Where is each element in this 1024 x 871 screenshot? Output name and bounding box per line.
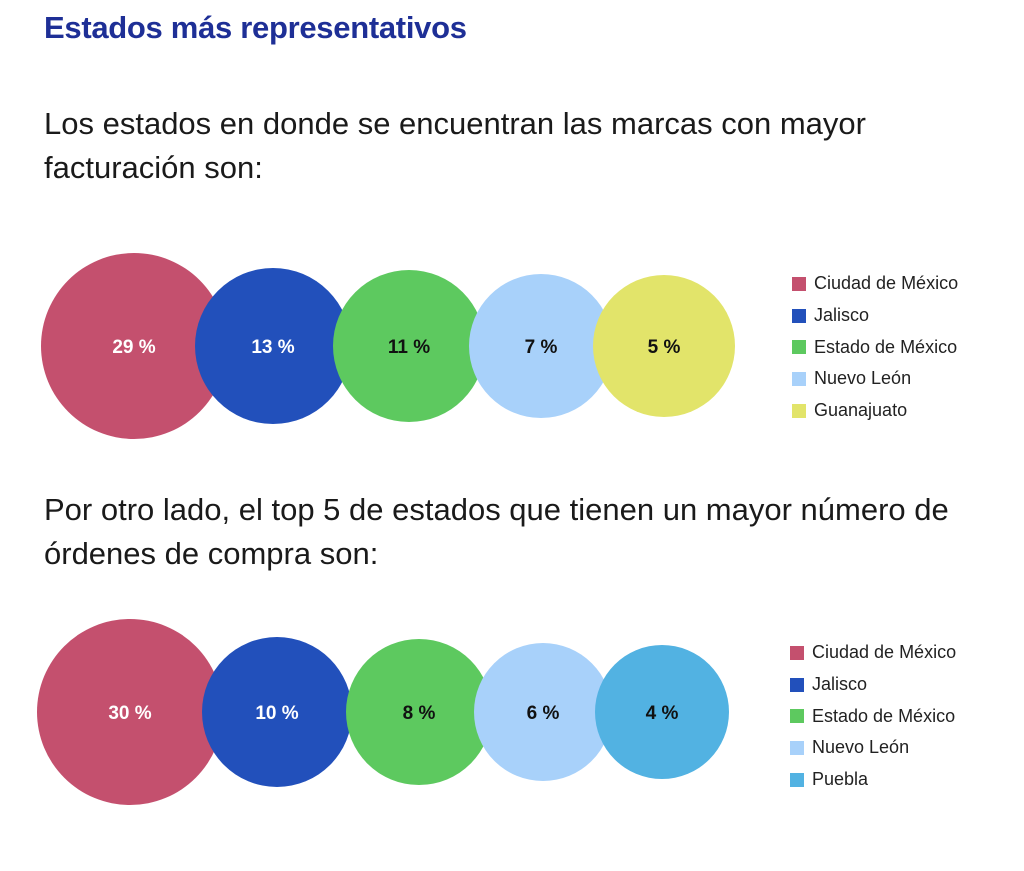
- data-label: 6 %: [527, 703, 560, 724]
- legend-item: Nuevo León: [792, 363, 958, 395]
- legend-swatch: [792, 340, 806, 355]
- legend-label: Nuevo León: [812, 737, 910, 758]
- legend-swatch: [790, 740, 804, 755]
- bubble-4: [595, 645, 729, 779]
- legend-swatch: [792, 403, 806, 418]
- legend-swatch: [792, 276, 806, 291]
- legend-label: Estado de México: [812, 705, 956, 726]
- legend-label: Jalisco: [812, 674, 868, 695]
- legend-item: Jalisco: [790, 669, 956, 701]
- legend-label: Jalisco: [814, 305, 870, 326]
- page-title: Estados más representativos: [44, 10, 467, 45]
- chart-orders: 30 % 10 % 8 % 6 % 4 %: [37, 619, 729, 805]
- legend-swatch: [790, 772, 804, 787]
- legend-item: Estado de México: [790, 700, 956, 732]
- bubble-3: [474, 643, 612, 781]
- legend-item: Jalisco: [792, 300, 958, 332]
- legend-swatch: [792, 308, 806, 323]
- legend-label: Ciudad de México: [812, 642, 957, 663]
- legend-swatch: [790, 677, 804, 692]
- legend-revenue: Ciudad de México Jalisco Estado de México N…: [792, 268, 958, 426]
- legend-item: Ciudad de México: [790, 637, 956, 669]
- legend-label: Estado de México: [814, 336, 958, 357]
- bubble-1: [195, 268, 351, 424]
- data-label: 10 %: [255, 703, 298, 724]
- legend-label: Puebla: [812, 769, 869, 790]
- data-label: 29 %: [112, 337, 155, 358]
- bubble-0: [37, 619, 223, 805]
- data-label: 4 %: [646, 703, 679, 724]
- bubble-3: [469, 274, 613, 418]
- bubble-0: [41, 253, 227, 439]
- data-label: 8 %: [403, 703, 436, 724]
- legend-swatch: [792, 371, 806, 386]
- data-label: 11 %: [388, 337, 430, 358]
- legend-label: Guanajuato: [814, 400, 908, 421]
- chart-revenue: 29 % 13 % 11 % 7 % 5 %: [41, 253, 735, 439]
- intro-text-orders: Por otro lado, el top 5 de estados que t…: [44, 492, 949, 571]
- intro-text-revenue: Los estados en donde se encuentran las m…: [44, 106, 866, 185]
- legend-item: Ciudad de México: [792, 268, 958, 300]
- legend-item: Estado de México: [792, 331, 958, 363]
- bubble-4: [593, 275, 735, 417]
- data-label: 13 %: [251, 337, 294, 358]
- bubble-2: [346, 639, 492, 785]
- legend-item: Guanajuato: [792, 395, 958, 427]
- legend-label: Ciudad de México: [814, 273, 959, 294]
- legend-swatch: [790, 709, 804, 724]
- bubble-2: [333, 270, 485, 422]
- legend-orders: Ciudad de México Jalisco Estado de México N…: [790, 637, 956, 795]
- legend-item: Nuevo León: [790, 732, 956, 764]
- bubble-1: [202, 637, 352, 787]
- legend-swatch: [790, 645, 804, 660]
- legend-item: Puebla: [790, 764, 956, 796]
- data-label: 5 %: [648, 337, 681, 358]
- data-label: 7 %: [525, 337, 558, 358]
- data-label: 30 %: [108, 703, 151, 724]
- legend-label: Nuevo León: [814, 368, 912, 389]
